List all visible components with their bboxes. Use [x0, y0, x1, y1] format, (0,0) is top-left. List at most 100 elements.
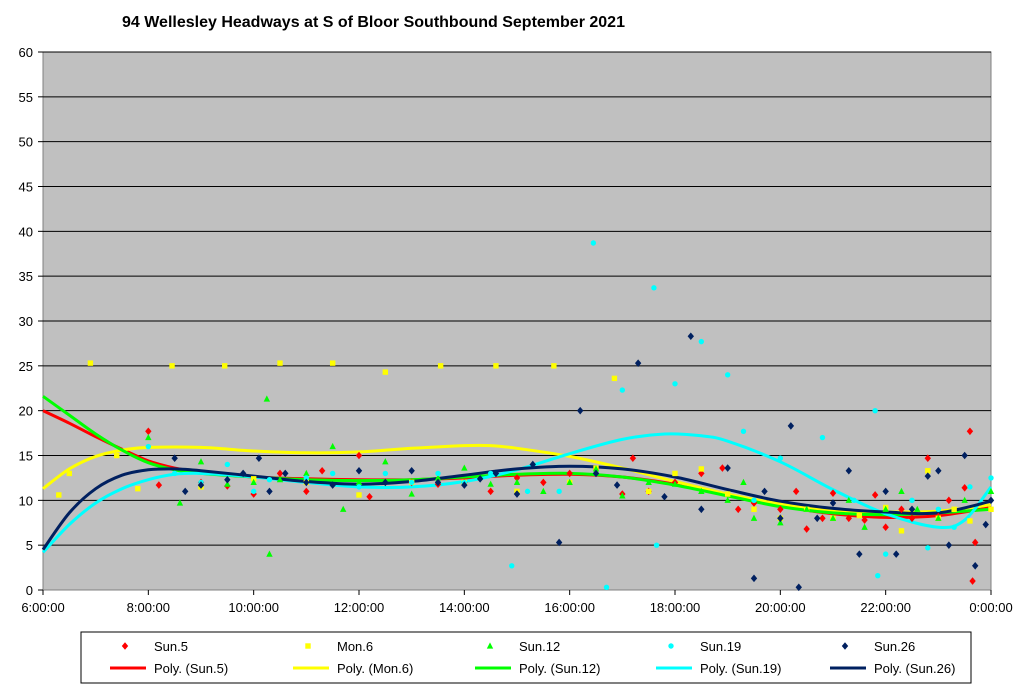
data-point	[787, 422, 795, 430]
data-point	[925, 468, 931, 474]
data-point	[487, 470, 494, 477]
data-point	[145, 427, 152, 436]
data-point	[577, 406, 584, 415]
y-tick-label: 40	[19, 224, 33, 239]
data-point	[724, 491, 731, 497]
gridlines	[43, 51, 991, 546]
legend-label: Poly. (Sun.5)	[154, 661, 228, 676]
data-point	[556, 488, 562, 495]
data-point	[224, 461, 231, 468]
data-point	[898, 487, 905, 494]
x-tick-label: 8:00:00	[127, 600, 170, 615]
data-point	[355, 451, 363, 460]
data-point	[961, 451, 968, 460]
data-point	[303, 475, 310, 481]
data-point	[66, 470, 73, 477]
data-point	[967, 484, 973, 490]
data-point	[634, 359, 642, 367]
data-point	[750, 514, 758, 521]
legend-label: Sun.26	[874, 639, 915, 654]
data-point	[661, 492, 668, 501]
data-point	[340, 505, 347, 512]
data-point	[671, 480, 679, 487]
scatter-points	[56, 240, 995, 592]
data-point	[761, 487, 768, 496]
data-point	[672, 470, 678, 477]
data-point	[751, 506, 757, 512]
data-point	[303, 469, 310, 477]
data-point	[629, 454, 637, 462]
data-point	[698, 338, 705, 345]
data-point	[672, 381, 678, 387]
y-tick-label: 30	[19, 314, 33, 329]
data-point	[329, 442, 336, 450]
data-point	[856, 512, 863, 519]
data-point	[266, 477, 273, 483]
data-point	[645, 488, 652, 495]
data-point	[382, 478, 389, 487]
data-point	[155, 481, 163, 489]
data-point	[829, 499, 837, 507]
data-point	[255, 454, 263, 462]
data-point	[914, 505, 921, 512]
data-point	[740, 478, 747, 485]
data-point	[224, 480, 231, 487]
data-point	[114, 452, 120, 459]
y-axis: 0 5 10 15 20 25 30 35 40 45 50 55 60	[19, 45, 43, 598]
data-point	[829, 489, 837, 497]
y-tick-label: 0	[26, 583, 33, 598]
data-point	[972, 538, 979, 547]
data-point	[819, 514, 826, 523]
series-4	[171, 332, 995, 592]
data-point	[382, 458, 389, 465]
legend-label: Sun.12	[519, 639, 560, 654]
data-point	[803, 525, 810, 533]
data-point	[250, 478, 257, 485]
x-tick-label: 6:00:00	[21, 600, 64, 615]
y-tick-label: 35	[19, 269, 33, 284]
data-point	[590, 240, 597, 246]
data-point	[529, 460, 536, 469]
data-point	[645, 478, 652, 485]
legend-marker	[841, 642, 849, 650]
data-point	[461, 464, 468, 471]
data-point	[169, 363, 175, 369]
legend-label: Mon.6	[337, 639, 373, 654]
data-point	[951, 506, 957, 512]
data-point	[875, 572, 881, 579]
data-point	[171, 454, 178, 462]
data-point	[619, 387, 626, 393]
data-point	[966, 427, 974, 436]
data-point	[851, 497, 857, 504]
data-point	[277, 360, 283, 366]
data-point	[698, 487, 705, 494]
data-point	[356, 492, 362, 498]
data-point	[972, 561, 979, 570]
data-point	[487, 480, 494, 487]
legend-marker	[121, 642, 129, 650]
x-tick-label: 16:00:00	[544, 600, 595, 615]
data-point	[303, 487, 310, 496]
data-point	[408, 490, 415, 497]
y-tick-label: 25	[19, 359, 33, 374]
data-point	[969, 577, 976, 585]
data-point	[861, 516, 868, 524]
data-point	[355, 478, 363, 485]
data-point	[434, 478, 442, 487]
legend-label: Poly. (Sun.19)	[700, 661, 781, 676]
x-tick-label: 20:00:00	[755, 600, 806, 615]
data-point	[513, 478, 521, 485]
data-point	[856, 550, 863, 558]
data-point	[493, 363, 499, 369]
data-point	[803, 505, 810, 512]
data-point	[735, 505, 742, 514]
data-point	[171, 470, 178, 477]
data-point	[987, 487, 995, 494]
data-point	[555, 538, 563, 547]
data-point	[829, 514, 837, 521]
data-point	[329, 470, 336, 477]
data-point	[719, 464, 726, 472]
data-point	[893, 550, 900, 558]
data-point	[329, 360, 336, 366]
